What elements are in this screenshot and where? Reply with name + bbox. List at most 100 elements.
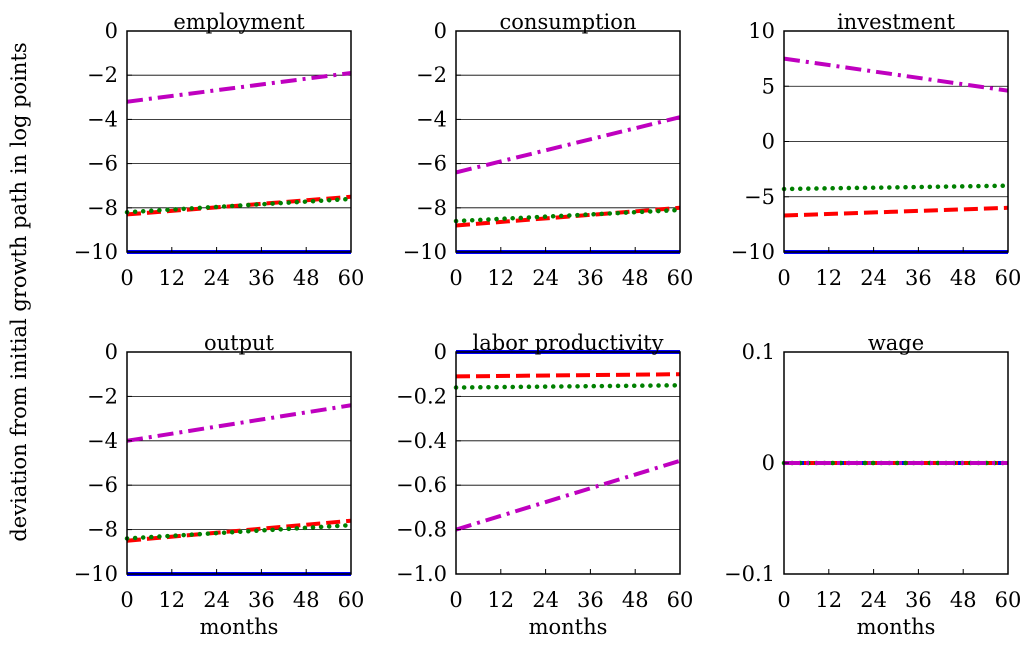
y-tick-label: −8 [87, 196, 118, 220]
x-tick-label: 48 [622, 266, 649, 290]
x-tick-label: 24 [860, 266, 887, 290]
series-line-magenta [455, 458, 681, 532]
x-tick-label: 24 [532, 588, 559, 612]
y-tick-label: 0 [762, 130, 775, 154]
y-tick-label: −10 [74, 240, 118, 264]
series-line-green [453, 207, 683, 224]
panel-title: output [204, 331, 275, 355]
series-line-green [124, 196, 354, 215]
series-line-green [781, 183, 1011, 192]
panel-consumption: 0 12 24 36 48 60 −10 −8 −6 −4 −2 0 consumption [403, 10, 694, 290]
x-tick-label: 36 [905, 266, 932, 290]
panel-title: wage [868, 331, 924, 355]
x-tick-label: 36 [577, 588, 604, 612]
x-tick-label: 12 [158, 266, 185, 290]
panel-frame [455, 351, 681, 575]
x-tick-label: 0 [449, 588, 462, 612]
y-tick-label: −5 [744, 185, 775, 209]
y-tick-label: −4 [87, 429, 118, 453]
x-tick-label: 12 [487, 266, 514, 290]
x-tick-label: 0 [449, 266, 462, 290]
y-tick-label: −8 [87, 518, 118, 542]
series-line-red [783, 205, 1009, 218]
y-tick-label: −0.4 [396, 429, 447, 453]
series-line-green [124, 522, 354, 541]
y-tick-label: −0.1 [724, 562, 775, 586]
y-tick-label: 0 [434, 340, 447, 364]
x-tick-label: 12 [815, 588, 842, 612]
x-tick-label: 12 [487, 588, 514, 612]
x-tick-label: 24 [203, 588, 230, 612]
x-tick-label: 60 [995, 588, 1022, 612]
x-tick-label: 12 [815, 266, 842, 290]
series-line-magenta [126, 71, 352, 104]
y-tick-label: −6 [87, 152, 118, 176]
y-tick-label: −2 [87, 63, 118, 87]
panel-output: 0 12 24 36 48 60 −10 −8 −6 −4 −2 0 output months [74, 331, 365, 639]
panel-labor-productivity: 0 12 24 36 48 60 −1.0 −0.8 −0.6 −0.4 −0.2 0 labor pr… [396, 331, 693, 639]
panel-investment: 0 12 24 36 48 60 −10 −5 0 5 10 investment [731, 10, 1022, 290]
x-tick-label: 24 [532, 266, 559, 290]
x-axis-label: months [529, 615, 608, 639]
x-tick-label: 36 [905, 588, 932, 612]
series-line-red [455, 372, 681, 379]
x-tick-label: 48 [293, 588, 320, 612]
panel-employment: 0 12 24 36 48 60 −10 −8 −6 −4 −2 0 employment [74, 10, 365, 290]
figure-ylabel: deviation from initial growth path in lo… [7, 42, 31, 541]
series-line-green [453, 383, 683, 390]
y-tick-label: 5 [762, 74, 775, 98]
y-tick-label: −4 [416, 107, 447, 131]
x-tick-label: 60 [995, 266, 1022, 290]
x-tick-label: 24 [203, 266, 230, 290]
y-tick-label: 0 [434, 19, 447, 43]
y-tick-label: −6 [87, 473, 118, 497]
y-tick-label: −8 [416, 196, 447, 220]
y-tick-label: 0 [762, 451, 775, 475]
x-tick-label: 0 [777, 588, 790, 612]
y-tick-label: −10 [74, 562, 118, 586]
panel-frame [126, 351, 352, 575]
x-tick-label: 48 [622, 588, 649, 612]
y-tick-label: −0.6 [396, 473, 447, 497]
y-tick-label: −0.8 [396, 518, 447, 542]
y-tick-label: 0.1 [742, 340, 775, 364]
x-tick-label: 36 [248, 588, 275, 612]
x-tick-label: 0 [120, 588, 133, 612]
x-tick-label: 60 [338, 266, 365, 290]
y-tick-label: −1.0 [396, 562, 447, 586]
panel-frame [126, 30, 352, 253]
y-tick-label: −2 [87, 384, 118, 408]
panel-frame [455, 30, 681, 253]
x-tick-label: 12 [158, 588, 185, 612]
x-axis-label: months [200, 615, 279, 639]
y-tick-label: −0.2 [396, 384, 447, 408]
series-line-magenta [455, 115, 681, 175]
x-tick-label: 48 [950, 266, 977, 290]
panel-title: consumption [500, 10, 637, 34]
series-line-magenta [126, 403, 352, 443]
y-tick-label: 0 [105, 19, 118, 43]
panel-title: employment [173, 10, 305, 34]
x-tick-label: 0 [777, 266, 790, 290]
x-tick-label: 48 [293, 266, 320, 290]
y-tick-label: −2 [416, 63, 447, 87]
x-tick-label: 48 [950, 588, 977, 612]
x-tick-label: 60 [667, 266, 694, 290]
x-tick-label: 60 [667, 588, 694, 612]
y-tick-label: −4 [87, 107, 118, 131]
x-tick-label: 24 [860, 588, 887, 612]
x-tick-label: 60 [338, 588, 365, 612]
y-tick-label: 10 [748, 19, 775, 43]
y-tick-label: −10 [403, 240, 447, 264]
panel-title: investment [837, 10, 956, 34]
x-axis-label: months [857, 615, 936, 639]
x-tick-label: 36 [577, 266, 604, 290]
panel-title: labor productivity [473, 331, 664, 355]
x-tick-label: 0 [120, 266, 133, 290]
y-tick-label: 0 [105, 340, 118, 364]
y-tick-label: −6 [416, 152, 447, 176]
x-tick-label: 36 [248, 266, 275, 290]
y-tick-label: −10 [731, 240, 775, 264]
